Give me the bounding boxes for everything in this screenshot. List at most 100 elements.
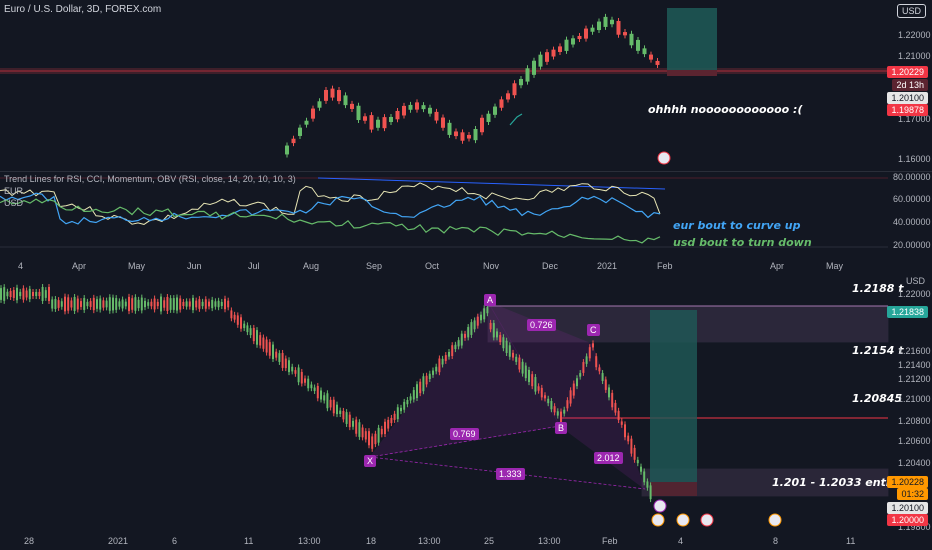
- price-tag: 1.20229: [887, 66, 928, 78]
- candle: [486, 307, 489, 314]
- candle: [307, 378, 310, 389]
- candle: [358, 422, 361, 437]
- indicator-title: Trend Lines for RSI, CCI, Momentum, OBV …: [4, 174, 296, 184]
- candle: [195, 300, 198, 308]
- candle: [214, 301, 217, 307]
- candle: [121, 299, 124, 309]
- candle: [493, 106, 497, 115]
- candle: [604, 379, 607, 390]
- level-label: 1.2154 t: [852, 344, 904, 357]
- axis-label: 13:00: [418, 536, 441, 546]
- candle: [610, 19, 614, 25]
- candle: [403, 401, 406, 410]
- candle: [547, 398, 550, 404]
- candle: [438, 358, 441, 373]
- candle: [428, 373, 431, 380]
- level-label: 1.2188 t: [852, 282, 904, 295]
- lower-chart-canvas[interactable]: [0, 274, 932, 530]
- candle: [566, 400, 569, 409]
- candle: [630, 438, 633, 454]
- ind-tick: 40.00000: [893, 217, 931, 227]
- candle: [118, 301, 121, 307]
- price-chart-canvas[interactable]: [0, 0, 932, 170]
- candle: [345, 412, 348, 424]
- lower-price-chart[interactable]: USD A B C X 0.726 0.769 2.012 1.333 1.21…: [0, 274, 932, 530]
- countdown-tag: 01:32: [897, 488, 928, 500]
- axis-label: Apr: [770, 261, 785, 271]
- candle: [483, 308, 486, 320]
- candle: [44, 290, 47, 298]
- price-tick: 1.16000: [898, 154, 931, 164]
- candle: [627, 435, 630, 442]
- price-tick: 1.21400: [898, 360, 931, 370]
- candle: [364, 431, 367, 440]
- indicator-canvas[interactable]: [0, 172, 932, 251]
- red-tag: 1.20000: [887, 514, 928, 526]
- chart-title: Euro / U.S. Dollar, 3D, FOREX.com: [4, 4, 162, 15]
- level-label: 1.20845: [852, 392, 903, 405]
- candle: [342, 410, 345, 420]
- candle: [115, 298, 118, 310]
- candle: [156, 301, 159, 307]
- candle: [355, 419, 358, 434]
- candle: [387, 419, 390, 429]
- axis-label: 4: [18, 261, 24, 271]
- candle: [505, 340, 508, 354]
- candle: [538, 54, 543, 67]
- candle: [236, 315, 239, 325]
- ind-tick: 20.00000: [893, 240, 931, 250]
- candle: [249, 328, 252, 336]
- candle: [544, 395, 546, 399]
- candle: [428, 107, 432, 114]
- candle: [620, 421, 623, 425]
- candle: [108, 297, 111, 311]
- axis-label: May: [826, 261, 844, 271]
- axis-label: 11: [244, 536, 254, 546]
- candle: [369, 115, 374, 130]
- candle: [291, 366, 294, 372]
- candle: [601, 373, 604, 382]
- price-tick: 1.20600: [898, 436, 931, 446]
- candle: [532, 60, 536, 75]
- candle: [339, 410, 342, 414]
- candle: [486, 113, 491, 122]
- price-tick: 1.22000: [898, 289, 931, 299]
- candle: [240, 317, 242, 329]
- candle: [35, 291, 38, 297]
- candle: [317, 101, 322, 108]
- indicator-panel[interactable]: Trend Lines for RSI, CCI, Momentum, OBV …: [0, 171, 932, 251]
- candle: [464, 333, 466, 338]
- axis-label: 28: [24, 536, 35, 546]
- candle: [616, 20, 621, 35]
- candle: [476, 316, 479, 326]
- candle: [179, 298, 182, 310]
- candle: [528, 369, 530, 383]
- axis-label: 2021: [597, 261, 618, 271]
- candle: [540, 387, 543, 398]
- axis-label: Aug: [303, 261, 320, 271]
- candle: [313, 387, 316, 391]
- candle: [169, 298, 172, 310]
- axis-label: Apr: [72, 261, 87, 271]
- candle: [172, 298, 175, 310]
- candle: [408, 104, 413, 110]
- currency-button[interactable]: USD: [897, 4, 927, 18]
- candle: [590, 27, 595, 32]
- candle: [262, 337, 265, 349]
- candle: [434, 111, 439, 121]
- candle: [460, 132, 465, 141]
- candle: [655, 60, 660, 65]
- price-tick: 1.21600: [898, 346, 931, 356]
- candle: [304, 378, 306, 383]
- axis-label: Sep: [366, 261, 383, 271]
- candle: [617, 410, 620, 421]
- candle: [16, 287, 18, 301]
- candle: [297, 367, 300, 383]
- candle: [457, 340, 460, 347]
- candle: [521, 361, 524, 374]
- candle: [525, 68, 530, 82]
- candle: [496, 331, 498, 338]
- countdown-tag: 2d 13h: [892, 79, 928, 91]
- main-price-chart[interactable]: Euro / U.S. Dollar, 3D, FOREX.com USD oh…: [0, 0, 932, 170]
- candle: [192, 297, 194, 311]
